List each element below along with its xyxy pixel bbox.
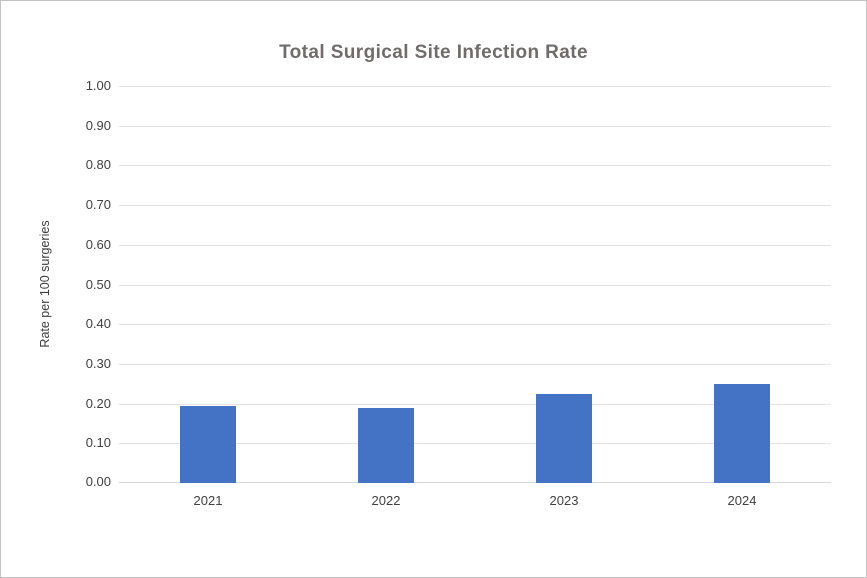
- bar-2021: [180, 406, 236, 483]
- gridline: [119, 482, 831, 483]
- gridline: [119, 126, 831, 127]
- bar-2022: [358, 408, 414, 483]
- y-tick-label: 0.90: [85, 118, 111, 133]
- y-tick-label: 0.60: [85, 237, 111, 252]
- x-axis-ticks: 2021 2022 2023 2024: [119, 493, 831, 511]
- y-tick-label: 1.00: [85, 78, 111, 93]
- bar-2024: [714, 384, 770, 483]
- bar-2023: [536, 394, 592, 483]
- y-tick-label: 0.70: [85, 197, 111, 212]
- gridline: [119, 364, 831, 365]
- x-tick-label: 2024: [727, 493, 757, 508]
- gridline: [119, 285, 831, 286]
- gridline: [119, 86, 831, 87]
- gridline: [119, 404, 831, 405]
- gridline: [119, 205, 831, 206]
- y-axis-ticks: 0.00 0.10 0.20 0.30 0.40 0.50 0.60 0.70 0.80 0.90…: [57, 78, 111, 489]
- gridline: [119, 443, 831, 444]
- x-tick-label: 2022: [371, 493, 401, 508]
- gridline: [119, 245, 831, 246]
- x-tick-label: 2023: [549, 493, 579, 508]
- gridline: [119, 165, 831, 166]
- y-tick-label: 0.10: [85, 435, 111, 450]
- y-tick-label: 0.80: [85, 157, 111, 172]
- x-tick-label: 2021: [193, 493, 223, 508]
- y-tick-label: 0.30: [85, 356, 111, 371]
- chart-title: Total Surgical Site Infection Rate: [279, 42, 588, 63]
- y-axis-title: Rate per 100 surgeries: [38, 220, 52, 348]
- y-tick-label: 0.00: [85, 474, 111, 489]
- plot-area: [119, 86, 831, 483]
- y-tick-label: 0.50: [85, 277, 111, 292]
- y-tick-label: 0.20: [85, 396, 111, 411]
- y-tick-label: 0.40: [85, 316, 111, 331]
- gridline: [119, 324, 831, 325]
